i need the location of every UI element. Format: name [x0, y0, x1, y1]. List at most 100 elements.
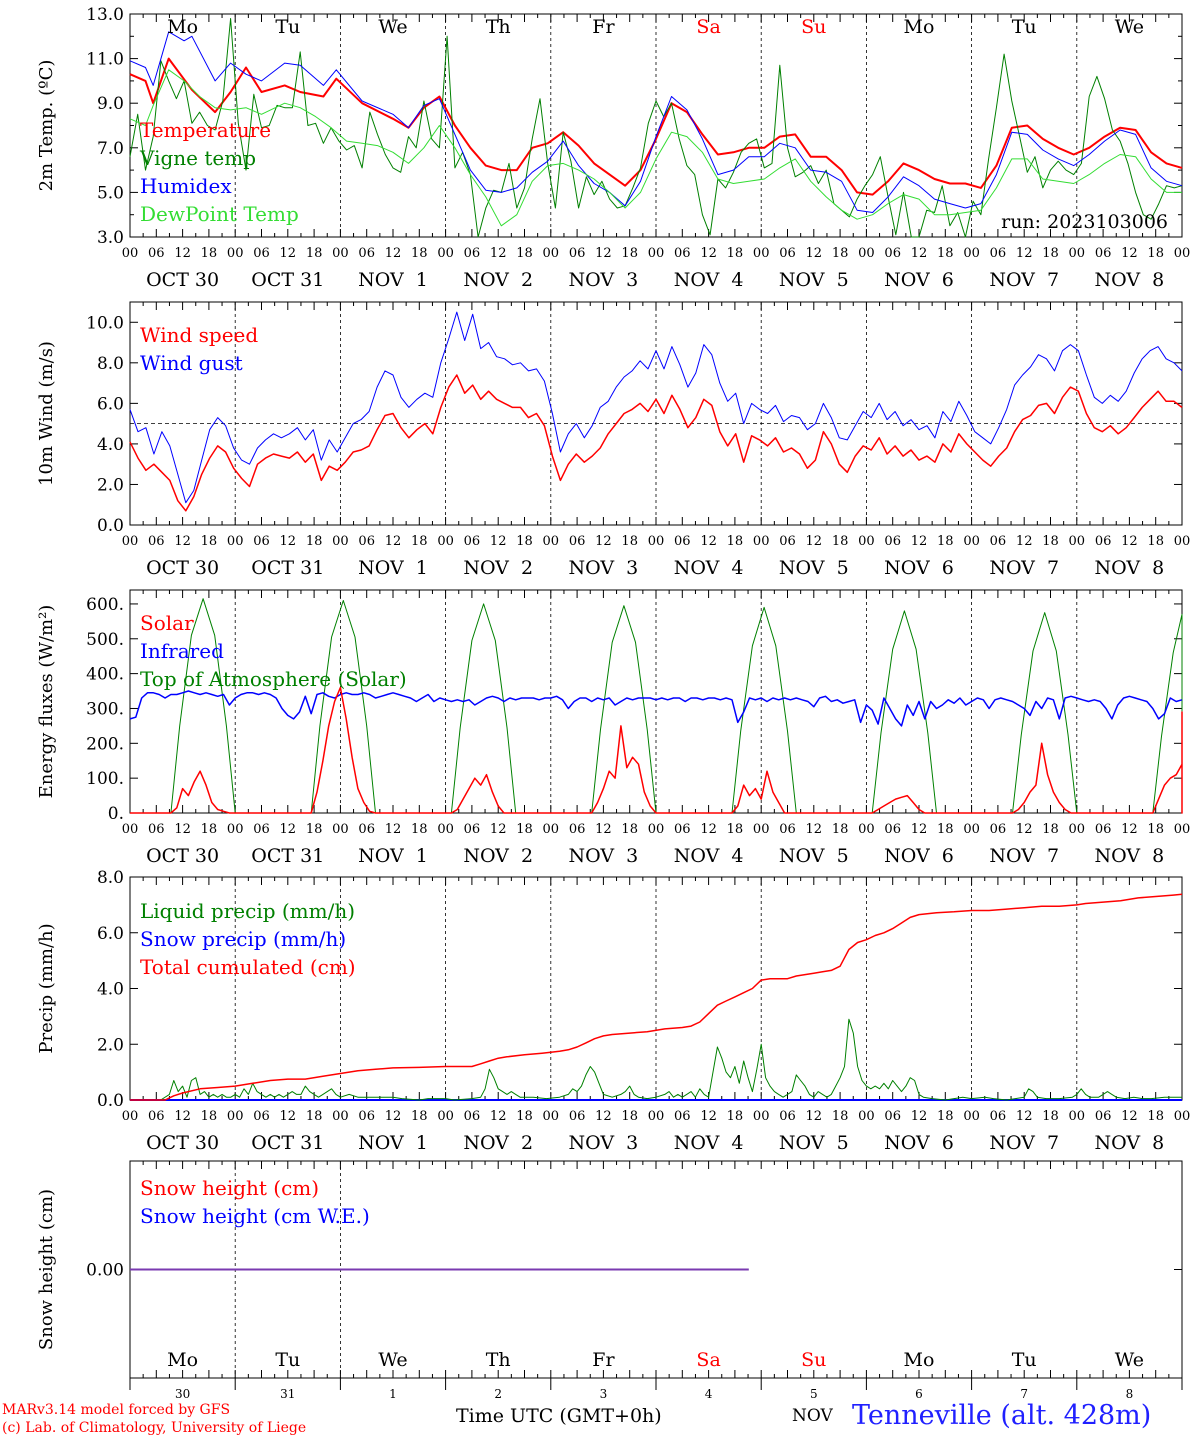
x-date-label: NOV 5: [779, 845, 849, 867]
x-hour-label: 00: [227, 246, 244, 261]
x-hour-label: 00: [227, 822, 244, 837]
x-hour-label: 12: [700, 534, 717, 549]
x-hour-label: 18: [937, 1109, 954, 1124]
x-hour-label: 00: [332, 822, 349, 837]
x-date-label: NOV 8: [1095, 269, 1165, 291]
x-hour-label: 06: [253, 534, 270, 549]
weekday-label: Su: [801, 16, 826, 38]
x-hour-label: 00: [1069, 246, 1086, 261]
x-hour-label: 12: [806, 822, 823, 837]
x-hour-label: 06: [884, 822, 901, 837]
x-date-label: NOV 7: [989, 845, 1059, 867]
x-hour-label: 12: [385, 246, 402, 261]
x-hour-label: 00: [227, 1109, 244, 1124]
x-hour-label: 18: [516, 1109, 533, 1124]
x-hour-label: 18: [621, 534, 638, 549]
x-hour-label: 06: [464, 822, 481, 837]
y-tick-label: 11.0: [86, 50, 124, 70]
weekday-label: We: [1115, 16, 1144, 38]
x-hour-label: 00: [753, 246, 770, 261]
x-date-label: OCT 30: [146, 269, 219, 291]
x-hour-label: 12: [595, 1109, 612, 1124]
x-hour-label: 00: [332, 246, 349, 261]
day-number-label: 30: [175, 1387, 190, 1401]
weekday-label: Sa: [696, 1349, 720, 1371]
x-hour-label: 06: [990, 822, 1007, 837]
x-hour-label: 12: [490, 1109, 507, 1124]
x-hour-label: 18: [306, 534, 323, 549]
x-date-label: NOV 5: [779, 557, 849, 579]
x-hour-label: 00: [858, 822, 875, 837]
y-tick-label: 0.0: [97, 1091, 124, 1111]
x-hour-label: 00: [648, 822, 665, 837]
x-hour-label: 18: [1147, 1109, 1164, 1124]
day-number-label: 6: [915, 1387, 923, 1401]
x-hour-label: 06: [253, 1109, 270, 1124]
x-date-label: NOV 3: [569, 845, 639, 867]
x-hour-label: 00: [753, 1109, 770, 1124]
x-hour-label: 18: [201, 246, 218, 261]
run-annotation: run: 2023103006: [1001, 211, 1168, 233]
x-hour-label: 06: [990, 1109, 1007, 1124]
x-hour-label: 18: [201, 822, 218, 837]
x-hour-label: 06: [674, 246, 691, 261]
x-date-label: NOV 8: [1095, 1132, 1165, 1154]
x-hour-label: 12: [1016, 246, 1033, 261]
y-tick-label: 0.0: [97, 516, 124, 536]
x-hour-label: 18: [727, 822, 744, 837]
weekday-label: Mo: [904, 1349, 935, 1371]
x-date-label: OCT 31: [251, 269, 324, 291]
x-hour-label: 00: [648, 246, 665, 261]
credit-line-1: MARv3.14 model forced by GFS: [2, 1402, 231, 1418]
x-hour-label: 12: [1016, 534, 1033, 549]
x-hour-label: 18: [937, 822, 954, 837]
x-hour-label: 12: [280, 1109, 297, 1124]
series-line: [129, 18, 1183, 238]
x-date-label: NOV 7: [989, 269, 1059, 291]
x-hour-label: 00: [122, 246, 139, 261]
x-hour-label: 06: [884, 1109, 901, 1124]
x-hour-label: 00: [648, 534, 665, 549]
x-hour-label: 18: [832, 822, 849, 837]
x-hour-label: 18: [411, 1109, 428, 1124]
legend-entry: Total cumulated (cm): [140, 955, 356, 979]
x-hour-label: 00: [437, 246, 454, 261]
x-hour-label: 00: [963, 822, 980, 837]
y-tick-label: 200.: [86, 734, 124, 754]
y-tick-label: 500.: [86, 630, 124, 650]
x-hour-label: 18: [201, 534, 218, 549]
y-tick-label: 10.0: [86, 313, 124, 333]
legend-entry: Snow precip (mm/h): [140, 927, 346, 951]
legend-entry: Wind speed: [140, 323, 258, 347]
x-hour-label: 12: [174, 1109, 191, 1124]
x-date-label: NOV 1: [358, 269, 428, 291]
y-axis-label: Precip (mm/h): [36, 923, 57, 1053]
x-hour-label: 18: [411, 534, 428, 549]
series-line: [130, 686, 1183, 814]
weekday-label: Mo: [167, 1349, 198, 1371]
x-hour-label: 18: [411, 246, 428, 261]
x-hour-label: 12: [595, 246, 612, 261]
panel-2: 0.0 2.0 4.0 6.0 8.0 10.0 10m Wind (m/s) 00 06 12 1…: [36, 301, 1190, 579]
x-hour-label: 12: [1121, 534, 1138, 549]
y-tick-label: 6.0: [97, 924, 124, 944]
station-name: Tenneville (alt. 428m): [852, 1400, 1152, 1431]
x-hour-label: 06: [674, 822, 691, 837]
x-hour-label: 00: [543, 246, 560, 261]
series-line: [129, 31, 1183, 213]
x-hour-label: 12: [385, 822, 402, 837]
x-hour-label: 06: [569, 1109, 586, 1124]
x-hour-label: 18: [516, 534, 533, 549]
x-hour-label: 12: [806, 246, 823, 261]
x-date-label: NOV 2: [463, 269, 533, 291]
x-hour-label: 12: [174, 822, 191, 837]
x-hour-label: 06: [779, 534, 796, 549]
y-tick-label: 100.: [86, 769, 124, 789]
day-number-label: 4: [705, 1387, 713, 1401]
series-line: [130, 893, 1183, 1101]
panel-1: 3.0 5.0 7.0 9.0 11.0 13.0 2m Temp. (ºC) 00 06 12 1…: [36, 5, 1190, 291]
x-date-label: NOV 6: [884, 1132, 954, 1154]
x-hour-label: 00: [1174, 246, 1191, 261]
x-date-label: NOV 3: [569, 1132, 639, 1154]
x-hour-label: 00: [543, 1109, 560, 1124]
